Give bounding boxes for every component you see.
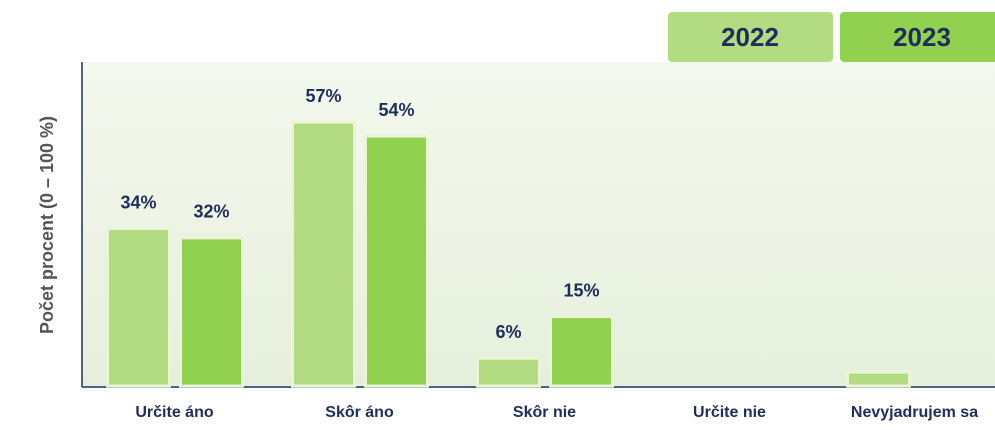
value-label: 34%	[120, 192, 156, 212]
value-label: 15%	[563, 280, 599, 300]
legend-label: 2022	[721, 22, 779, 52]
bar	[364, 134, 429, 388]
value-label: 6%	[495, 322, 521, 342]
bar	[179, 236, 244, 388]
x-tick-label: Skôr nie	[513, 404, 576, 421]
bar	[846, 370, 911, 388]
x-tick-label: Skôr áno	[325, 404, 394, 421]
x-tick-label: Nevyjadrujem sa	[851, 404, 978, 421]
x-tick-label: Určite áno	[135, 404, 213, 421]
y-axis-label: Počet procent (0 – 100 %)	[37, 116, 57, 334]
bar	[549, 315, 614, 388]
legend-box	[840, 12, 995, 62]
x-tick-label: Určite nie	[693, 404, 766, 421]
bar	[291, 120, 356, 388]
bar	[106, 227, 171, 388]
value-label: 57%	[305, 86, 341, 106]
bar	[476, 356, 541, 388]
value-label: 32%	[193, 202, 229, 222]
value-label: 54%	[378, 100, 414, 120]
legend-box	[668, 12, 833, 62]
legend-label: 2023	[893, 22, 951, 52]
